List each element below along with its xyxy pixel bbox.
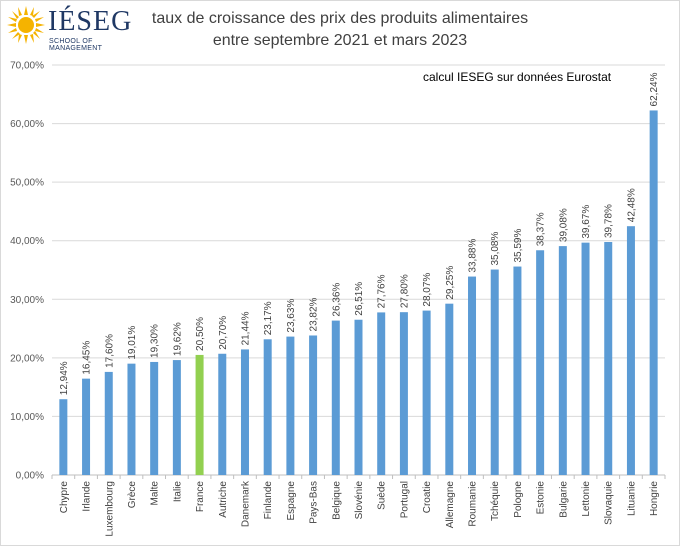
bar bbox=[331, 320, 340, 475]
bar bbox=[399, 312, 408, 475]
y-tick-label: 20,00% bbox=[10, 353, 44, 364]
data-label: 19,01% bbox=[127, 326, 138, 360]
data-label: 17,60% bbox=[104, 334, 115, 368]
data-label: 39,67% bbox=[581, 205, 592, 239]
category-label: Bulgarie bbox=[558, 481, 569, 518]
bar bbox=[195, 354, 204, 475]
y-tick-label: 50,00% bbox=[10, 178, 44, 189]
category-label: Lituanie bbox=[626, 481, 637, 516]
bar bbox=[286, 336, 295, 475]
data-label: 35,08% bbox=[490, 232, 501, 266]
bar bbox=[604, 242, 613, 475]
category-label: Pologne bbox=[513, 481, 524, 518]
data-label: 28,07% bbox=[422, 273, 433, 307]
bar bbox=[581, 242, 590, 475]
bar bbox=[104, 371, 113, 475]
category-label: Portugal bbox=[399, 481, 410, 518]
bar bbox=[59, 399, 68, 475]
bar bbox=[626, 226, 635, 475]
category-label: Roumanie bbox=[468, 481, 479, 527]
data-label: 42,48% bbox=[626, 188, 637, 222]
sun-logo-icon bbox=[7, 6, 45, 44]
bar bbox=[82, 378, 91, 475]
bar bbox=[422, 310, 431, 475]
data-label: 27,76% bbox=[377, 274, 388, 308]
category-label: Autriche bbox=[218, 481, 229, 518]
data-label: 20,70% bbox=[218, 316, 229, 350]
category-label: Espagne bbox=[286, 481, 297, 521]
category-label: Lettonie bbox=[581, 481, 592, 517]
category-label: Pays-Bas bbox=[309, 481, 320, 524]
data-label: 19,62% bbox=[172, 322, 183, 356]
data-label: 27,80% bbox=[399, 274, 410, 308]
y-tick-label: 70,00% bbox=[10, 61, 44, 72]
bar bbox=[127, 363, 136, 475]
category-label: Luxembourg bbox=[104, 481, 115, 537]
category-label: Tchéquie bbox=[490, 481, 501, 521]
data-label: 39,08% bbox=[558, 208, 569, 242]
y-tick-label: 30,00% bbox=[10, 295, 44, 306]
category-label: Belgique bbox=[331, 481, 342, 520]
bar bbox=[468, 276, 477, 475]
bar bbox=[513, 266, 522, 475]
category-label: Danemark bbox=[240, 480, 251, 527]
y-tick-label: 40,00% bbox=[10, 236, 44, 247]
bar bbox=[309, 335, 318, 475]
data-label: 26,51% bbox=[354, 282, 365, 316]
bar bbox=[172, 360, 181, 475]
data-label: 23,82% bbox=[309, 297, 320, 331]
data-label: 33,88% bbox=[468, 239, 479, 273]
category-label: Italie bbox=[172, 481, 183, 503]
category-label: Irlande bbox=[82, 481, 93, 512]
category-label: Slovénie bbox=[354, 481, 365, 520]
data-label: 20,50% bbox=[195, 317, 206, 351]
data-label: 12,94% bbox=[59, 361, 70, 395]
category-label: Chypre bbox=[59, 481, 70, 514]
category-label: Allemagne bbox=[445, 481, 456, 529]
bar bbox=[490, 269, 499, 475]
category-label: Slovaquie bbox=[604, 481, 615, 525]
data-label: 29,25% bbox=[445, 266, 456, 300]
category-label: Croatie bbox=[422, 481, 433, 514]
data-label: 38,37% bbox=[536, 212, 547, 246]
bar bbox=[536, 250, 545, 475]
data-label: 39,78% bbox=[604, 204, 615, 238]
y-tick-label: 60,00% bbox=[10, 119, 44, 130]
bar bbox=[649, 110, 658, 476]
logo-subtitle: SCHOOL OF MANAGEMENT bbox=[49, 38, 103, 52]
bar bbox=[263, 339, 272, 475]
category-label: Malte bbox=[150, 481, 161, 506]
bar bbox=[445, 303, 454, 475]
source-note: calcul IESEG sur données Eurostat bbox=[423, 70, 612, 84]
logo-wordmark: IÉSEG bbox=[48, 6, 133, 37]
data-label: 19,30% bbox=[150, 324, 161, 358]
data-label: 26,36% bbox=[331, 283, 342, 317]
bar bbox=[558, 246, 567, 475]
category-label: Estonie bbox=[536, 481, 547, 515]
y-tick-label: 10,00% bbox=[10, 412, 44, 423]
bar bbox=[354, 319, 363, 475]
data-label: 21,44% bbox=[240, 311, 251, 345]
category-label: France bbox=[195, 481, 206, 513]
chart-title-line1: taux de croissance des prix des produits… bbox=[151, 10, 529, 27]
chart-title: taux de croissance des prix des produits… bbox=[140, 8, 540, 52]
category-label: Hongrie bbox=[649, 481, 660, 516]
bar bbox=[240, 349, 249, 475]
data-label: 23,63% bbox=[286, 299, 297, 333]
bar bbox=[377, 312, 386, 475]
data-label: 16,45% bbox=[82, 341, 93, 375]
data-label: 23,17% bbox=[263, 301, 274, 335]
bar bbox=[150, 361, 159, 475]
data-label: 62,24% bbox=[649, 72, 660, 106]
bar bbox=[218, 353, 227, 475]
y-tick-label: 0,00% bbox=[16, 471, 44, 482]
category-label: Finlande bbox=[263, 481, 274, 520]
category-label: Grèce bbox=[127, 481, 138, 509]
chart-title-line2: entre septembre 2021 et mars 2023 bbox=[212, 32, 468, 49]
ieseg-logo: IÉSEG SCHOOL OF MANAGEMENT bbox=[6, 5, 146, 52]
category-label: Suède bbox=[377, 481, 388, 510]
data-label: 35,59% bbox=[513, 229, 524, 263]
